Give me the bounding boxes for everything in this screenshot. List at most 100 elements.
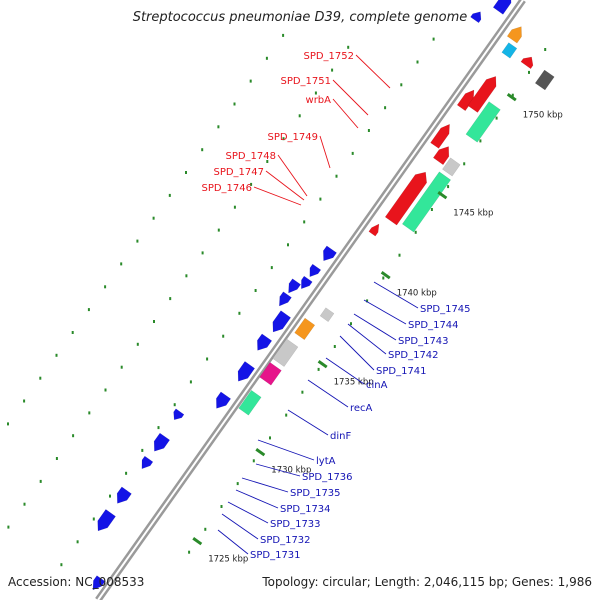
label-leader (235, 489, 279, 509)
gene-label: SPD_1741 (376, 366, 427, 377)
kbp-tick-label: 1745 kbp (453, 209, 493, 219)
tick-dot (120, 262, 123, 266)
tick-dot (185, 171, 187, 174)
tick-dot (136, 239, 139, 243)
tick-dots (7, 33, 547, 567)
tick-dot (204, 527, 207, 531)
kbp-tick-mark (255, 448, 266, 457)
gene-dark (534, 69, 555, 91)
gene-label: wrbA (306, 95, 332, 106)
kbp-tick-mark (506, 93, 517, 102)
tick-dot (303, 220, 306, 224)
kbp-tick-mark (380, 271, 391, 280)
kbp-tick-mark (192, 537, 203, 546)
gene-label: SPD_1731 (250, 550, 301, 561)
tick-dot (366, 299, 369, 303)
kbp-tick-mark (317, 360, 328, 369)
label-leader (332, 79, 369, 116)
label-leader (319, 135, 331, 169)
gene-blue (492, 0, 512, 15)
tick-dot (528, 70, 530, 74)
label-leader (253, 186, 302, 206)
tick-dot (88, 411, 91, 415)
label-leader (217, 529, 249, 555)
label-leader (257, 439, 315, 461)
tick-dot (71, 331, 74, 334)
gene-label: SPD_1732 (260, 535, 311, 546)
tick-dot (76, 540, 79, 544)
tick-dot (382, 276, 385, 280)
kbp-tick-mark (437, 191, 448, 200)
gene-pink (259, 362, 282, 386)
gene-blue (279, 291, 292, 307)
tick-dot (384, 106, 387, 110)
tick-dot (285, 413, 288, 417)
tick-dot (414, 230, 417, 234)
tick-dot (153, 320, 155, 323)
label-leader (307, 379, 349, 408)
tick-dot (104, 388, 107, 392)
kbp-tick-labels: 1750 kbp 1745 kbp 1740 kbp 1735 kbp 1730 kbp… (192, 93, 563, 565)
gene-label: SPD_1745 (420, 304, 471, 315)
tick-dot (136, 342, 139, 346)
tick-dot (168, 193, 171, 197)
tick-dot (319, 197, 322, 201)
label-leader (265, 170, 305, 201)
gene-grey (442, 157, 461, 177)
tick-dot (416, 60, 419, 64)
gene-blue (173, 408, 185, 421)
label-leader (241, 477, 289, 493)
gene-label: SPD_1733 (270, 519, 321, 530)
gene-blue (141, 455, 154, 470)
tick-dot (250, 182, 253, 186)
gene-label: SPD_1734 (280, 504, 331, 515)
label-leader (287, 409, 329, 436)
gene-blue (237, 361, 256, 382)
gene-label: SPD_1749 (267, 132, 318, 143)
map-title: Streptococcus pneumoniae D39, complete g… (132, 10, 468, 25)
tick-dot (252, 459, 255, 463)
gene-red-small (520, 56, 534, 70)
tick-dot (220, 505, 223, 508)
tick-dot (125, 471, 128, 475)
gene-label: SPD_1743 (398, 336, 449, 347)
label-leader (339, 335, 375, 371)
tick-dot (109, 494, 111, 498)
gene-red (430, 123, 450, 149)
kbp-tick-label: 1730 kbp (271, 466, 311, 476)
tick-dot (152, 216, 155, 220)
tick-dot (188, 550, 191, 554)
tick-dot (270, 266, 273, 270)
gene-blue (309, 263, 322, 278)
gene-label: lytA (316, 456, 336, 467)
label-leader (355, 54, 391, 89)
label-leader (332, 98, 359, 129)
tick-dot (287, 243, 289, 247)
gene-blue (323, 245, 337, 262)
gene-red (467, 76, 497, 113)
gene-label: SPD_1746 (201, 183, 252, 194)
label-leader (353, 313, 397, 341)
tick-dot (185, 274, 188, 278)
tick-dot (249, 79, 252, 83)
gene-label: SPD_1735 (290, 488, 341, 499)
tick-dot (201, 251, 204, 255)
gene-blue (288, 278, 302, 294)
gene-red (384, 171, 427, 226)
gene-cyan-top (501, 42, 518, 59)
tick-dot (282, 137, 285, 141)
label-leader (227, 501, 269, 524)
tick-dot (317, 367, 320, 371)
tick-dot (479, 139, 482, 143)
tick-dot (265, 56, 268, 60)
tick-dot (169, 297, 172, 301)
gene-grey-small (319, 307, 335, 323)
gene-label: SPD_1751 (280, 76, 331, 87)
gene-orange (294, 317, 316, 341)
topology-text: Topology: circular; Length: 2,046,115 bp… (262, 575, 592, 589)
gene-green (401, 171, 452, 233)
tick-dot (447, 185, 450, 189)
label-leader (255, 463, 301, 477)
gene-blue (116, 486, 132, 504)
tick-dot (217, 125, 220, 129)
